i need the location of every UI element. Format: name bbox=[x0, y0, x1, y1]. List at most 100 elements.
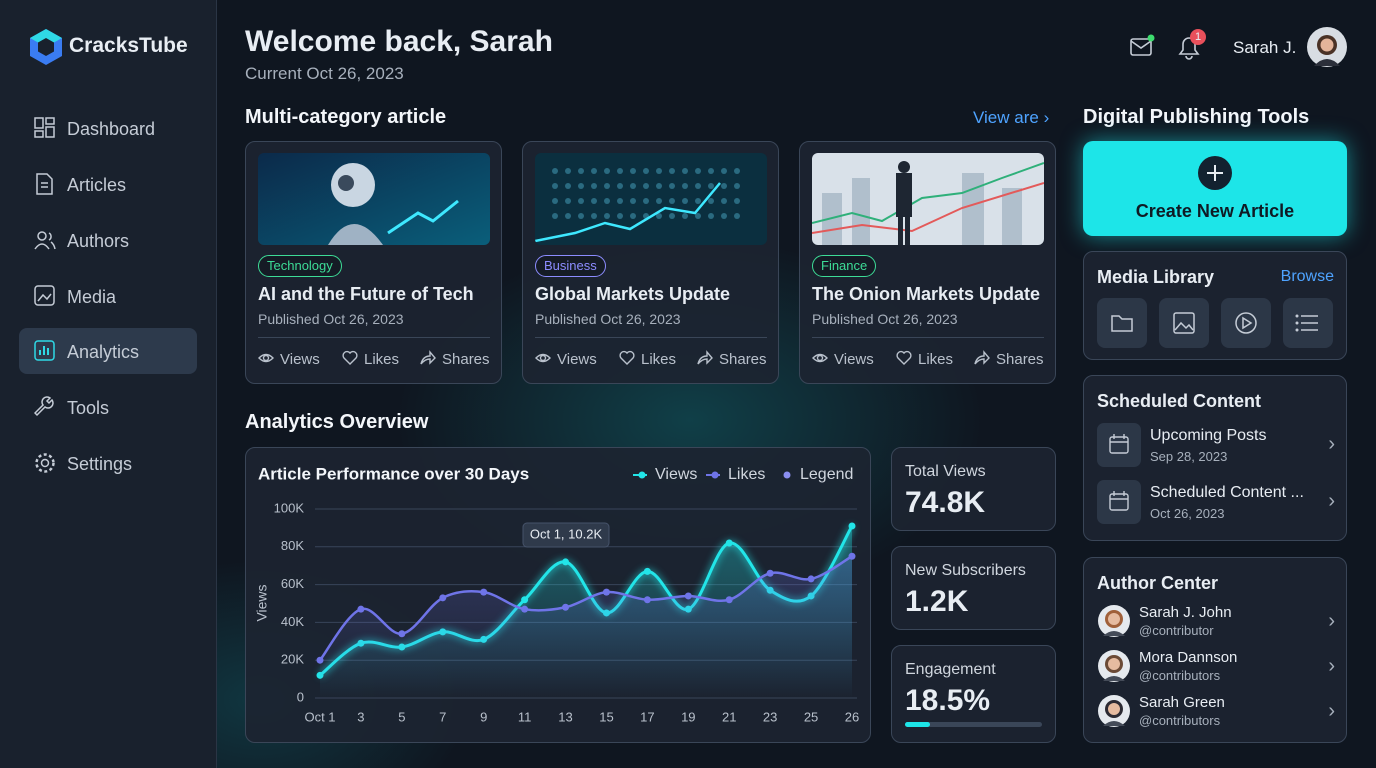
stat-button[interactable]: Likes bbox=[619, 350, 676, 368]
plus-icon[interactable] bbox=[1198, 156, 1232, 190]
decoration bbox=[1207, 165, 1223, 181]
button-label[interactable]: Create New Article bbox=[1135, 201, 1295, 221]
decoration bbox=[338, 175, 354, 191]
link-text[interactable]: View are bbox=[973, 108, 1039, 127]
publish-date: Published Oct 26, 2023 bbox=[812, 311, 958, 327]
nav-label[interactable]: Settings bbox=[67, 454, 133, 474]
nav-item[interactable]: Dashboard bbox=[19, 105, 197, 151]
mail-icon[interactable] bbox=[1128, 33, 1158, 61]
nav-icon bbox=[34, 340, 55, 361]
stat-button[interactable]: Likes bbox=[342, 350, 399, 368]
stat-button[interactable]: Shares bbox=[420, 350, 490, 368]
image-button[interactable] bbox=[1159, 298, 1209, 348]
view-all-link[interactable]: View are › bbox=[973, 108, 1050, 127]
stat-button[interactable]: Views bbox=[258, 350, 320, 368]
decoration bbox=[34, 285, 55, 306]
nav-label[interactable]: Tools bbox=[67, 398, 110, 418]
chevron[interactable]: › bbox=[1328, 700, 1335, 722]
stat-label: Engagement bbox=[905, 661, 996, 678]
legend-label: Views bbox=[655, 466, 697, 483]
stat-button[interactable]: Likes bbox=[896, 350, 953, 368]
author-name[interactable]: Sarah J. John bbox=[1139, 604, 1232, 621]
decoration bbox=[539, 354, 547, 362]
y-tick-label: 60K bbox=[281, 576, 304, 591]
item-title[interactable]: Upcoming Posts bbox=[1150, 427, 1267, 444]
author-item[interactable]: Sarah J. John @contributor › bbox=[1097, 604, 1335, 642]
chevron[interactable]: › bbox=[1328, 610, 1335, 632]
nav-label[interactable]: Analytics bbox=[67, 342, 140, 362]
nav-label[interactable]: Dashboard bbox=[67, 119, 156, 139]
video-button[interactable] bbox=[1221, 298, 1271, 348]
nav-item[interactable]: Analytics bbox=[19, 328, 197, 374]
stat-label[interactable]: Views bbox=[280, 351, 320, 368]
nav-item[interactable]: Settings bbox=[19, 440, 197, 486]
stat-icon bbox=[342, 350, 358, 365]
annotation: Oct 1, 10.2K bbox=[530, 526, 603, 541]
stat-label[interactable]: Shares bbox=[719, 351, 767, 368]
category-tag[interactable]: Finance bbox=[812, 255, 877, 277]
nav-label[interactable]: Media bbox=[67, 287, 117, 307]
stat-label[interactable]: Likes bbox=[364, 351, 400, 368]
stat-button[interactable]: Shares bbox=[974, 350, 1044, 368]
scheduled-item[interactable]: Upcoming Posts Sep 28, 2023 › bbox=[1097, 423, 1335, 469]
article-card[interactable]: Business Global Markets Update Published… bbox=[522, 141, 779, 384]
browse-link[interactable]: Browse bbox=[1280, 268, 1334, 285]
chevron[interactable]: › bbox=[1328, 433, 1335, 455]
article-card[interactable]: Finance The Onion Markets Update Publish… bbox=[799, 141, 1056, 384]
bell-icon[interactable] bbox=[1174, 30, 1208, 64]
decoration bbox=[852, 178, 870, 245]
decoration bbox=[721, 183, 727, 189]
nav-label[interactable]: Authors bbox=[67, 231, 130, 251]
stat-label[interactable]: Views bbox=[557, 351, 597, 368]
calendar-icon bbox=[1097, 423, 1141, 467]
stat-label[interactable]: Shares bbox=[996, 351, 1044, 368]
author-name[interactable]: Sarah Green bbox=[1139, 694, 1225, 711]
article-title[interactable]: AI and the Future of Tech bbox=[258, 284, 474, 304]
decoration bbox=[734, 183, 740, 189]
stat-button[interactable]: Shares bbox=[697, 350, 767, 368]
category-tag[interactable]: Business bbox=[535, 255, 606, 277]
nav-item[interactable]: Tools bbox=[19, 384, 197, 430]
item-title[interactable]: Scheduled Content ... bbox=[1150, 484, 1304, 501]
decoration bbox=[1097, 423, 1141, 467]
author-item[interactable]: Mora Dannson @contributors › bbox=[1097, 649, 1335, 687]
stat-button[interactable]: Views bbox=[535, 350, 597, 368]
decoration bbox=[697, 350, 713, 365]
decoration bbox=[591, 168, 597, 174]
user-name[interactable]: Sarah J. bbox=[1233, 38, 1297, 57]
article-title[interactable]: The Onion Markets Update bbox=[812, 284, 1041, 304]
article-title[interactable]: Global Markets Update bbox=[535, 284, 731, 304]
stat-label[interactable]: Shares bbox=[442, 351, 490, 368]
stat-label[interactable]: Likes bbox=[918, 351, 954, 368]
author-name[interactable]: Mora Dannson bbox=[1139, 649, 1238, 666]
decoration bbox=[604, 198, 610, 204]
author-item[interactable]: Sarah Green @contributors › bbox=[1097, 694, 1335, 732]
folder-button[interactable] bbox=[1097, 298, 1147, 348]
author-handle: @contributors bbox=[1139, 668, 1221, 683]
decoration bbox=[643, 198, 649, 204]
data-point bbox=[439, 594, 447, 602]
nav-item[interactable]: Authors bbox=[19, 217, 197, 263]
decoration bbox=[34, 117, 44, 129]
scheduled-item[interactable]: Scheduled Content ... Oct 26, 2023 › bbox=[1097, 480, 1335, 526]
nav-icon bbox=[35, 453, 55, 473]
stat-label[interactable]: Likes bbox=[641, 351, 677, 368]
nav-label[interactable]: Articles bbox=[67, 175, 127, 195]
create-article-button[interactable]: Create New Article bbox=[1083, 141, 1347, 236]
stat-button[interactable]: Views bbox=[812, 350, 874, 368]
user-avatar[interactable] bbox=[1306, 26, 1348, 68]
chevron[interactable]: › bbox=[1328, 655, 1335, 677]
decoration bbox=[721, 198, 727, 204]
decoration bbox=[1320, 38, 1334, 52]
decoration bbox=[630, 168, 636, 174]
x-tick-label: 23 bbox=[763, 709, 777, 724]
category-tag[interactable]: Technology bbox=[258, 255, 342, 277]
nav-item[interactable]: Media bbox=[19, 273, 197, 319]
decoration bbox=[1295, 328, 1299, 332]
decoration bbox=[695, 198, 701, 204]
chevron[interactable]: › bbox=[1328, 490, 1335, 512]
decoration bbox=[565, 213, 571, 219]
article-card[interactable]: Technology AI and the Future of Tech Pub… bbox=[245, 141, 502, 384]
stat-label[interactable]: Views bbox=[834, 351, 874, 368]
nav-item[interactable]: Articles bbox=[19, 161, 197, 207]
